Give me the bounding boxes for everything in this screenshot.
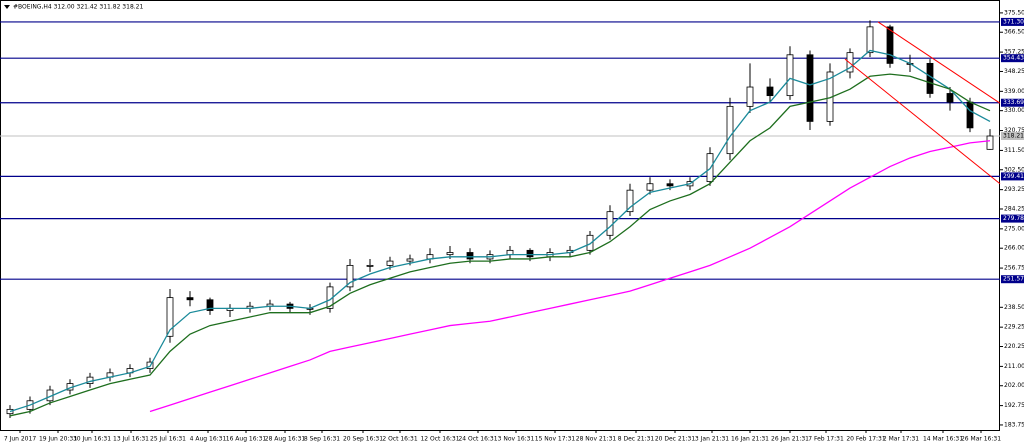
current-price-label: 318.21 (1003, 133, 1024, 140)
x-tick-label: 13 Jul 16:31 (113, 436, 149, 443)
level-price-box (1001, 17, 1024, 26)
candle-body (646, 183, 654, 191)
candle-body (726, 105, 734, 155)
level-price-box (1001, 214, 1024, 223)
candle-body (386, 260, 394, 266)
y-tick-label: 293.25 (1004, 186, 1024, 193)
candle-body (866, 26, 874, 54)
candle-body (346, 264, 354, 288)
x-tick-label: 26 Mar 16:31 (961, 436, 1001, 443)
candle-body (366, 264, 374, 267)
x-tick-label: 28 Nov 21:31 (576, 436, 617, 443)
channel-line (844, 58, 1001, 185)
x-tick-label: 20 Feb 17:31 (846, 436, 886, 443)
moving-average (149, 140, 991, 413)
candle-body (446, 252, 454, 256)
level-price-box (1001, 98, 1024, 107)
candle-body (186, 297, 194, 301)
level-price-box (1001, 275, 1024, 284)
x-tick-label: 24 Oct 16:31 (458, 436, 497, 443)
candle-body (406, 258, 414, 262)
candle-body (946, 93, 954, 103)
candle-body (166, 297, 174, 337)
y-tick-label: 357.25 (1004, 49, 1024, 56)
y-tick-label: 284.25 (1004, 205, 1024, 212)
x-tick-label: 16 Aug 16:31 (226, 436, 267, 443)
candle-body (926, 62, 934, 94)
x-tick-label: 2 Oct 16:31 (382, 436, 417, 443)
x-tick-label: 16 Jan 21:31 (731, 436, 769, 443)
channel-line (877, 21, 1001, 104)
y-tick-label: 256.75 (1004, 265, 1024, 272)
level-price-box (1001, 172, 1024, 181)
level-price-label: 333.69 (1003, 99, 1024, 106)
level-price-box (1001, 54, 1024, 63)
x-tick-label: 20 Dec 21:31 (655, 436, 696, 443)
current-price-box (1001, 132, 1024, 141)
x-tick-label: 3 Jan 21:31 (695, 436, 729, 443)
y-tick-label: 192.75 (1004, 402, 1024, 409)
x-tick-label: 4 Aug 16:31 (190, 436, 227, 443)
y-tick-label: 275.00 (1004, 225, 1024, 232)
x-tick-label: 26 Jan 21:31 (771, 436, 809, 443)
candle-body (886, 26, 894, 64)
y-tick-label: 311.50 (1004, 147, 1024, 154)
x-tick-label: 25 Jul 16:31 (150, 436, 186, 443)
x-tick-label: 15 Nov 17:31 (535, 436, 576, 443)
candle-body (786, 54, 794, 97)
level-price-label: 279.78 (1003, 215, 1024, 222)
y-tick-label: 183.75 (1004, 421, 1024, 428)
y-tick-label: 220.25 (1004, 343, 1024, 350)
y-tick-label: 348.25 (1004, 68, 1024, 75)
candle-body (966, 101, 974, 129)
x-tick-label: 8 Dec 21:31 (618, 436, 655, 443)
chart-title: #BOEING,H4 312.00 321.42 311.82 318.21 (13, 4, 143, 11)
candle-body (666, 183, 674, 187)
candle-body (606, 211, 614, 236)
y-tick-label: 211.00 (1004, 363, 1024, 370)
level-price-label: 354.43 (1003, 55, 1024, 62)
x-tick-label: 12 Oct 16:31 (420, 436, 459, 443)
y-tick-label: 238.50 (1004, 304, 1024, 311)
level-price-label: 299.41 (1003, 173, 1024, 180)
y-tick-label: 375.50 (1004, 9, 1024, 16)
candle-body (466, 252, 474, 260)
y-tick-label: 366.50 (1004, 29, 1024, 36)
x-tick-label: 14 Mar 16:31 (923, 436, 963, 443)
y-tick-label: 330.00 (1004, 107, 1024, 114)
y-tick-label: 339.00 (1004, 88, 1024, 95)
y-tick-label: 202.00 (1004, 382, 1024, 389)
y-tick-label: 266.00 (1004, 245, 1024, 252)
candle-body (206, 299, 214, 311)
y-tick-label: 302.50 (1004, 166, 1024, 173)
x-tick-label: 28 Aug 16:31 (265, 436, 306, 443)
y-tick-label: 320.75 (1004, 127, 1024, 134)
x-tick-label: 3 Nov 16:31 (498, 436, 535, 443)
x-tick-label: 20 Sep 16:31 (343, 436, 383, 443)
level-price-label: 371.30 (1003, 18, 1024, 25)
moving-average (9, 49, 991, 413)
x-tick-label: 2 Mar 17:31 (883, 436, 919, 443)
candle-body (626, 189, 634, 213)
x-tick-label: 30 Jun 16:31 (73, 436, 111, 443)
candle-body (746, 86, 754, 107)
y-tick-label: 229.25 (1004, 324, 1024, 331)
x-tick-label: 19 Jun 20:31 (39, 436, 77, 443)
menu-arrow (4, 5, 10, 9)
moving-average (9, 73, 991, 417)
candle-body (526, 249, 534, 258)
candle-body (986, 135, 994, 150)
x-tick-label: 7 Feb 17:31 (808, 436, 844, 443)
candle-body (846, 52, 854, 73)
x-tick-label: 7 Jun 2017 (4, 436, 36, 443)
candle-body (586, 234, 594, 251)
x-tick-label: 8 Sep 16:31 (304, 436, 340, 443)
candle-body (806, 54, 814, 122)
candle-body (766, 86, 774, 97)
level-price-label: 251.57 (1003, 276, 1024, 283)
